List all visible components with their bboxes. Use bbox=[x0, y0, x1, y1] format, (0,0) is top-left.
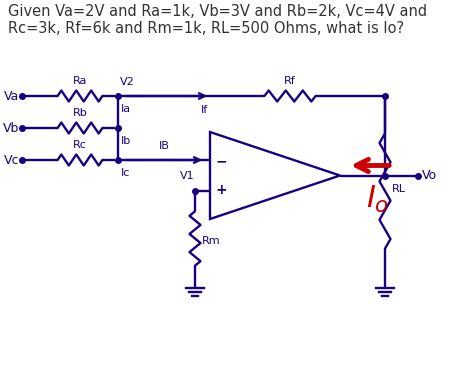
Text: If: If bbox=[201, 105, 208, 115]
Text: RL: RL bbox=[391, 183, 405, 194]
Text: Va: Va bbox=[4, 89, 19, 103]
Text: Given Va=2V and Ra=1k, Vb=3V and Rb=2k, Vc=4V and: Given Va=2V and Ra=1k, Vb=3V and Rb=2k, … bbox=[8, 4, 426, 19]
Text: V2: V2 bbox=[120, 77, 134, 87]
Text: Rc: Rc bbox=[73, 140, 87, 150]
Text: +: + bbox=[215, 183, 226, 197]
Text: Vb: Vb bbox=[3, 121, 19, 135]
Text: Ra: Ra bbox=[73, 76, 87, 86]
Text: Rm: Rm bbox=[201, 236, 220, 246]
Text: Rb: Rb bbox=[73, 108, 87, 118]
Text: Vo: Vo bbox=[421, 169, 436, 182]
Text: −: − bbox=[215, 154, 226, 168]
Text: Rc=3k, Rf=6k and Rm=1k, RL=500 Ohms, what is Io?: Rc=3k, Rf=6k and Rm=1k, RL=500 Ohms, wha… bbox=[8, 21, 403, 36]
Text: IB: IB bbox=[158, 141, 169, 151]
Text: Rf: Rf bbox=[283, 76, 295, 86]
Text: Ia: Ia bbox=[121, 104, 131, 114]
Text: $\mathit{I_o}$: $\mathit{I_o}$ bbox=[366, 183, 389, 215]
Text: V1: V1 bbox=[179, 171, 194, 181]
Text: Ic: Ic bbox=[121, 168, 130, 178]
Text: Vc: Vc bbox=[4, 153, 19, 167]
Text: Ib: Ib bbox=[121, 136, 131, 146]
